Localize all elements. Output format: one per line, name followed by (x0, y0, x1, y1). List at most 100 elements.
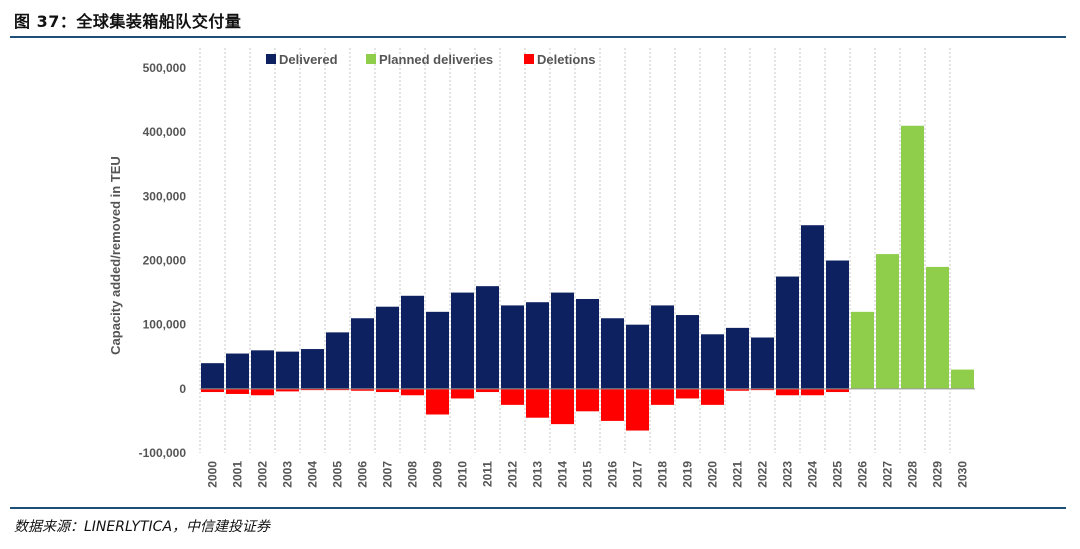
bar-delivered-2007 (376, 306, 399, 389)
x-tick-label-2013: 2013 (531, 461, 545, 488)
y-axis: -100,000 0 100,000 200,000 300,000 400,000 500… (139, 61, 187, 460)
bar-delivered-2021 (726, 327, 749, 389)
x-tick-label-2021: 2021 (731, 461, 745, 488)
x-tick-label-2025: 2025 (831, 461, 845, 488)
bar-delivered-2008 (401, 295, 424, 389)
bar-delivered-2019 (676, 315, 699, 389)
x-tick-label-2002: 2002 (256, 461, 270, 488)
bar-deletions-2016 (601, 388, 624, 421)
figure-title: 图 37：全球集装箱船队交付量 (14, 12, 242, 31)
legend-swatch-deletions (524, 54, 534, 64)
bar-delivered-2009 (426, 311, 449, 389)
x-tick-label-2030: 2030 (956, 461, 970, 488)
bar-delivered-2005 (326, 332, 349, 389)
y-tick-label: 500,000 (143, 61, 187, 75)
y-tick-label: 400,000 (143, 125, 187, 139)
bar-planned-deliveries-2026 (851, 311, 874, 389)
bar-deletions-2006 (351, 388, 374, 391)
y-tick-label: 300,000 (143, 189, 187, 203)
bar-deletions-2002 (251, 388, 274, 396)
bar-delivered-2011 (476, 286, 499, 389)
bar-deletions-2022 (751, 388, 774, 391)
y-axis-label: Capacity added/removed in TEU (108, 156, 123, 355)
bar-deletions-2021 (726, 388, 749, 391)
x-tick-label-2026: 2026 (856, 461, 870, 488)
bar-delivered-2018 (651, 305, 674, 389)
x-tick-label-2006: 2006 (356, 461, 370, 488)
x-tick-label-2008: 2008 (406, 461, 420, 488)
bar-deletions-2018 (651, 388, 674, 405)
x-tick-label-2005: 2005 (331, 461, 345, 488)
bar-deletions-2015 (576, 388, 599, 412)
bar-planned-deliveries-2027 (876, 254, 899, 389)
bar-delivered-2012 (501, 305, 524, 389)
bar-delivered-2022 (751, 337, 774, 389)
x-tick-label-2011: 2011 (481, 461, 495, 487)
x-tick-label-2017: 2017 (631, 461, 645, 488)
x-tick-label-2019: 2019 (681, 461, 695, 488)
y-tick-label: 0 (179, 382, 186, 396)
bar-deletions-2003 (276, 388, 299, 392)
bar-deletions-2019 (676, 388, 699, 399)
legend-swatch-delivered (266, 54, 276, 64)
bar-deletions-2010 (451, 388, 474, 399)
bottom-rule (10, 507, 1066, 509)
x-tick-label-2028: 2028 (906, 461, 920, 488)
x-tick-label-2000: 2000 (206, 461, 220, 488)
bar-delivered-2016 (601, 318, 624, 389)
bar-deletions-2020 (701, 388, 724, 405)
x-tick-label-2024: 2024 (806, 461, 820, 488)
legend-label-planned-deliveries: Planned deliveries (379, 52, 493, 67)
y-tick-label: -100,000 (139, 446, 187, 460)
x-tick-label-2014: 2014 (556, 461, 570, 488)
bar-delivered-2025 (826, 260, 849, 389)
bar-delivered-2006 (351, 318, 374, 389)
x-tick-label-2015: 2015 (581, 461, 595, 488)
bar-deletions-2023 (776, 388, 799, 396)
bar-delivered-2020 (701, 334, 724, 389)
bar-delivered-2017 (626, 324, 649, 389)
gridlines (199, 48, 951, 453)
bar-deletions-2024 (801, 388, 824, 396)
bar-planned-deliveries-2029 (926, 266, 949, 389)
bar-deletions-2009 (426, 388, 449, 415)
bar-delivered-2004 (301, 349, 324, 389)
x-tick-label-2004: 2004 (306, 461, 320, 488)
bar-deletions-2007 (376, 388, 399, 393)
bar-deletions-2012 (501, 388, 524, 405)
bar-delivered-2001 (226, 353, 249, 389)
x-tick-label-2022: 2022 (756, 461, 770, 488)
x-tick-label-2001: 2001 (231, 461, 245, 488)
x-tick-label-2012: 2012 (506, 461, 520, 488)
y-tick-label: 100,000 (143, 318, 187, 332)
x-tick-label-2007: 2007 (381, 461, 395, 488)
chart: -100,000 0 100,000 200,000 300,000 400,000 500… (108, 48, 975, 488)
x-tick-label-2016: 2016 (606, 461, 620, 488)
bar-delivered-2015 (576, 299, 599, 389)
top-rule (10, 36, 1066, 38)
x-tick-label-2027: 2027 (881, 461, 895, 488)
bars (200, 125, 975, 431)
bar-planned-deliveries-2030 (951, 369, 974, 389)
bar-deletions-2017 (626, 388, 649, 431)
x-tick-label-2010: 2010 (456, 461, 470, 488)
bar-deletions-2001 (226, 388, 249, 394)
bar-deletions-2014 (551, 388, 574, 425)
x-axis: 2000 2001 2002 2003 2004 2005 2006 2007 2008 2009… (206, 461, 970, 488)
bar-delivered-2013 (526, 302, 549, 389)
x-tick-label-2029: 2029 (931, 461, 945, 488)
x-tick-label-2009: 2009 (431, 461, 445, 488)
bar-delivered-2024 (801, 225, 824, 389)
bar-deletions-2025 (826, 388, 849, 393)
bar-delivered-2023 (776, 276, 799, 389)
bar-deletions-2000 (201, 388, 224, 393)
bar-planned-deliveries-2028 (901, 125, 924, 389)
source-note: 数据来源：LINERLYTICA，中信建投证券 (14, 519, 271, 535)
bar-deletions-2013 (526, 388, 549, 418)
x-tick-label-2023: 2023 (781, 461, 795, 488)
bar-deletions-2011 (476, 388, 499, 393)
y-tick-label: 200,000 (143, 254, 187, 268)
bar-delivered-2000 (201, 363, 224, 389)
bar-deletions-2005 (326, 388, 349, 391)
bar-delivered-2010 (451, 292, 474, 389)
